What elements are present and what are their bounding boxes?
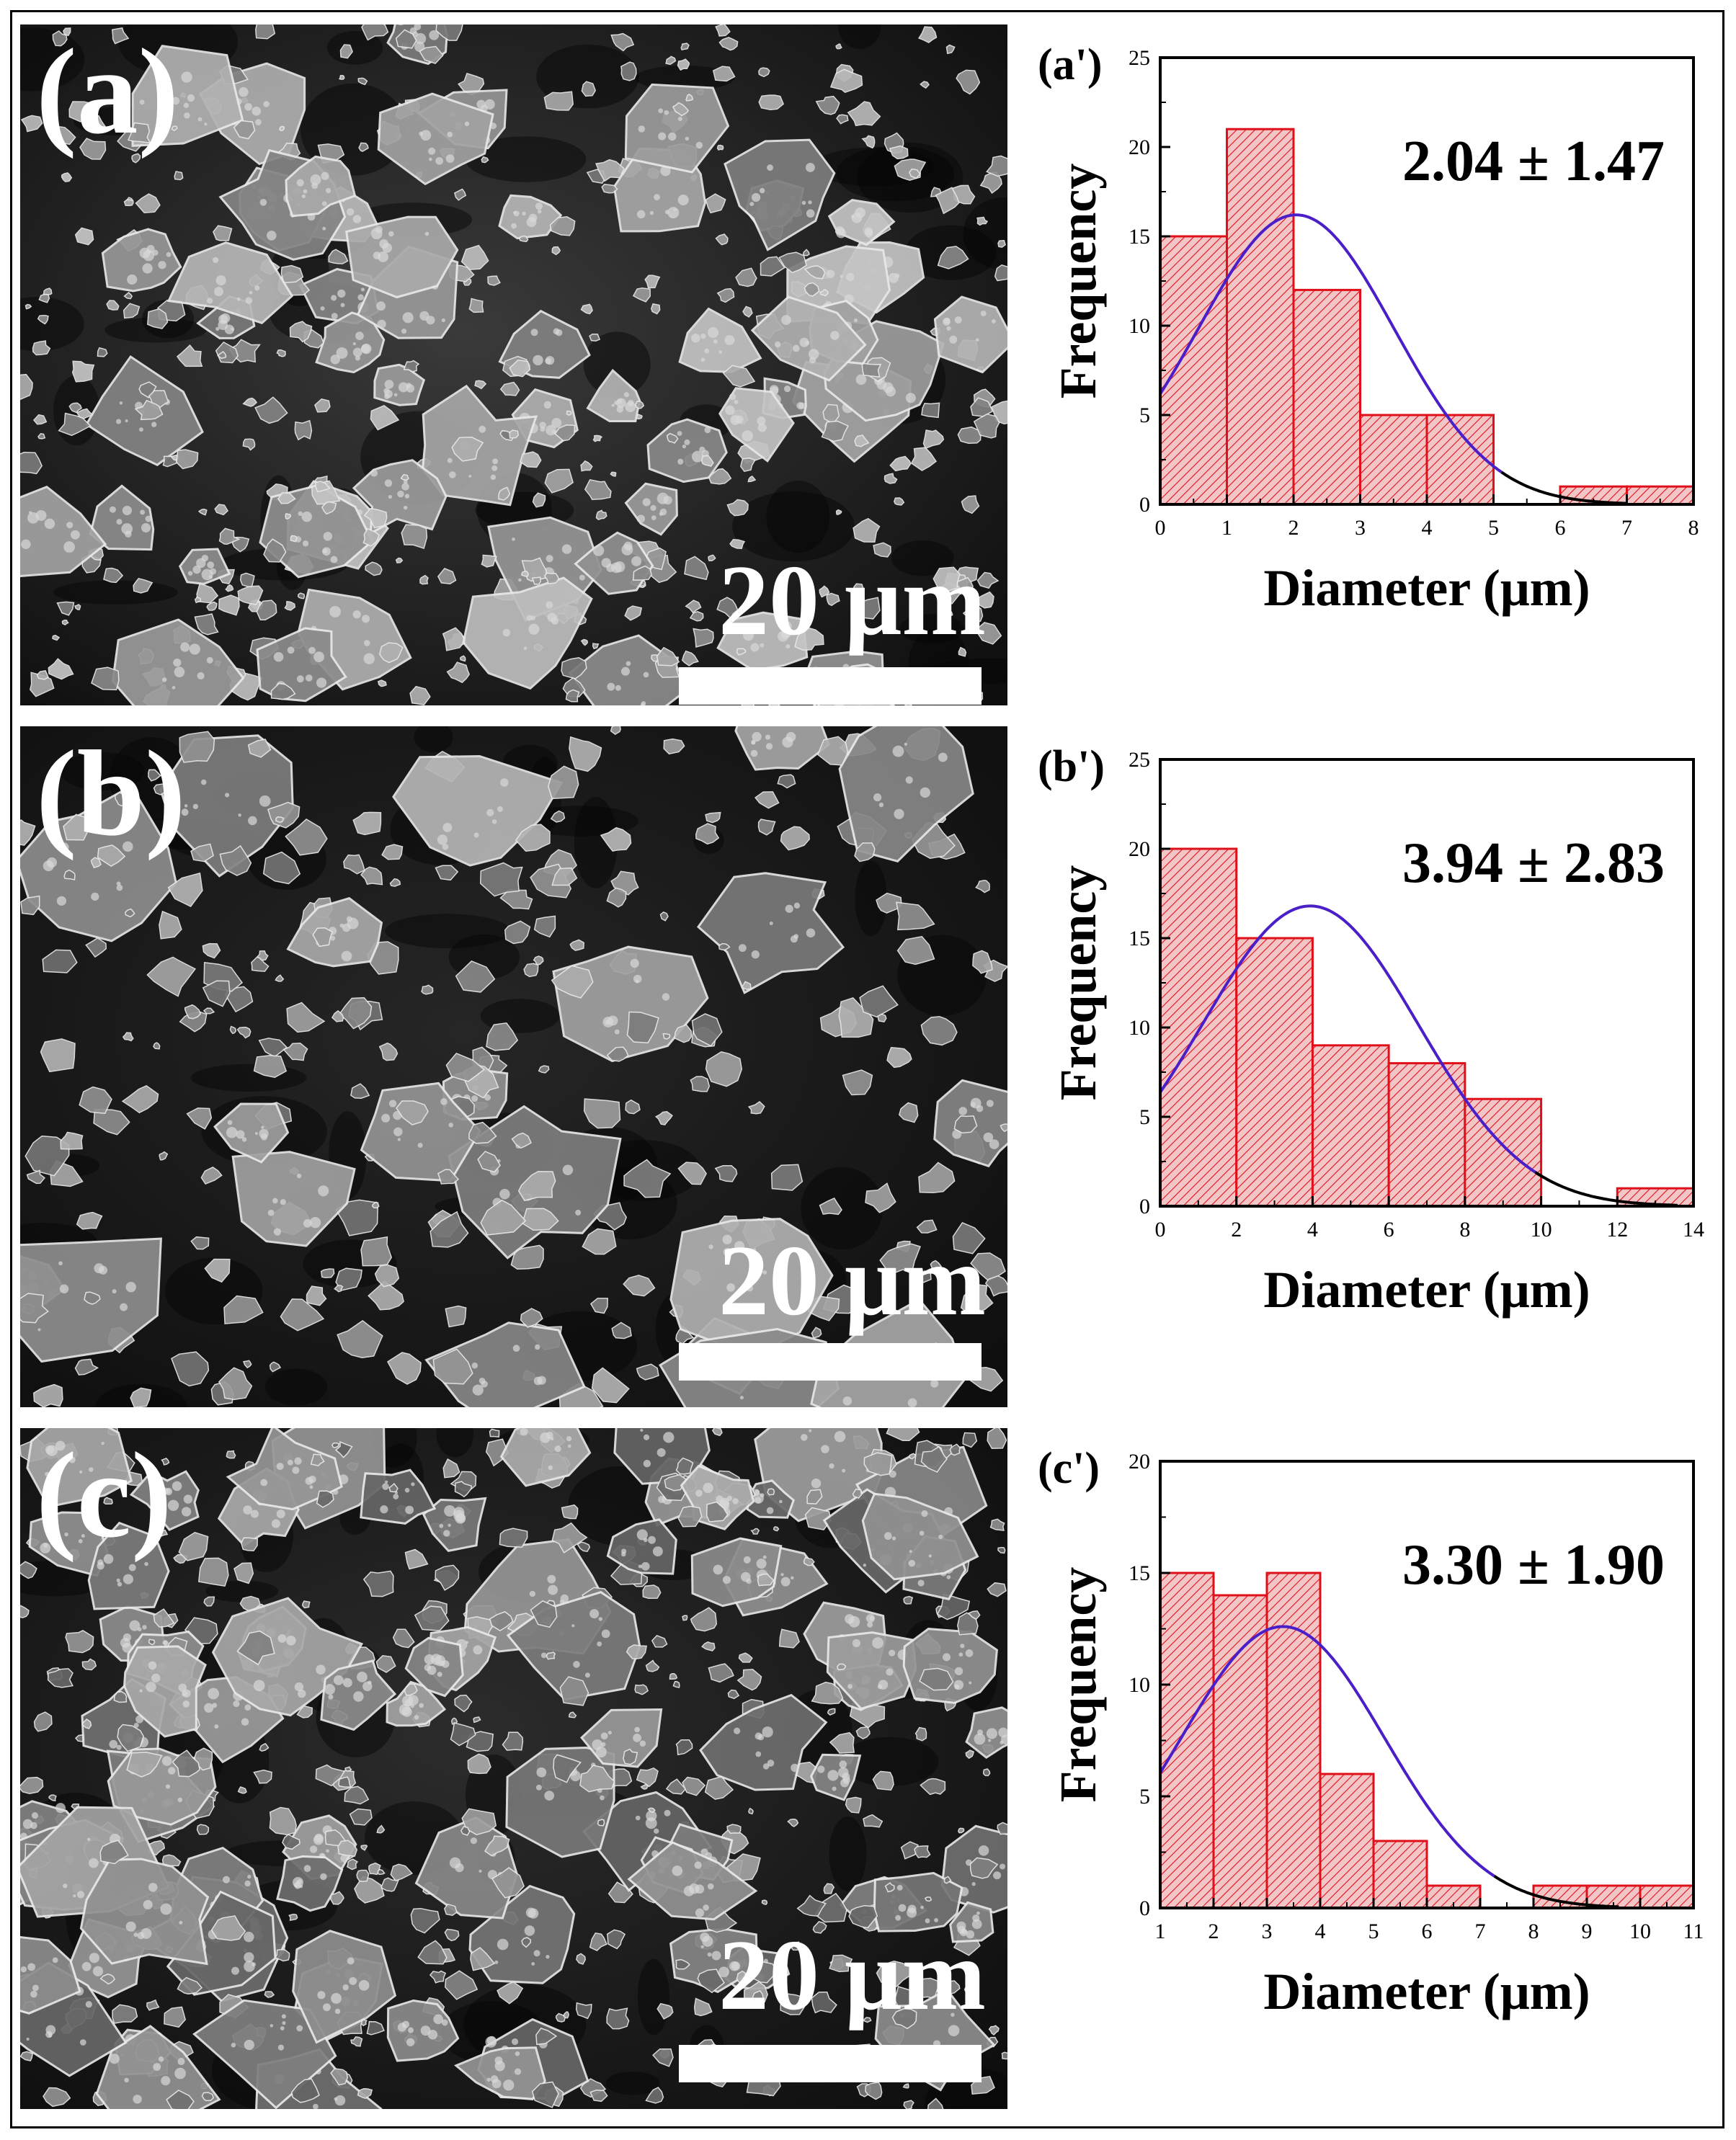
histogram-svg-a: 0 1 2 3 4 5 6 7 8 0 5 10 15 20 25 (a') 2.04 ± 1.47 Freque… [1038, 40, 1699, 617]
histogram-bar [1159, 1571, 1215, 1909]
y-tick-label: 20 [1129, 837, 1150, 861]
y-tick-label: 20 [1129, 1450, 1150, 1474]
y-tick-label: 15 [1129, 225, 1150, 249]
x-tick-label: 1 [1155, 1920, 1166, 1943]
x-tick-label: 6 [1555, 516, 1566, 540]
x-tick-label: 9 [1582, 1920, 1593, 1943]
x-tick-label: 3 [1262, 1920, 1273, 1943]
sem-texture [20, 1428, 1007, 2109]
histogram-bar [1212, 1594, 1268, 1909]
mean-sd-annotation: 3.94 ± 2.83 [1402, 832, 1665, 895]
x-axis-label: Diameter (μm) [1263, 559, 1590, 617]
y-tick-label: 0 [1139, 1896, 1150, 1920]
histogram-bar [1372, 1840, 1428, 1909]
x-tick-label: 6 [1422, 1920, 1433, 1943]
histogram-bar [1235, 937, 1314, 1208]
x-tick-label: 5 [1368, 1920, 1379, 1943]
histogram-svg-c: 1 2 3 4 5 6 7 8 9 10 11 0 5 10 15 20 (c') 3.30 ± 1.90 Freq… [1038, 1444, 1704, 2020]
mean-sd-annotation: 3.30 ± 1.90 [1402, 1533, 1665, 1597]
x-tick-label: 1 [1221, 516, 1232, 540]
x-tick-label: 8 [1528, 1920, 1539, 1943]
scale-bar-a [679, 667, 981, 705]
chart-panel-label: (b') [1038, 742, 1105, 791]
histogram-bar [1425, 414, 1495, 506]
histogram-bar [1319, 1773, 1375, 1909]
panel-label-a: (a) [36, 24, 179, 159]
x-axis-label: Diameter (μm) [1263, 1963, 1590, 2020]
x-tick-label: 5 [1488, 516, 1499, 540]
x-tick-label: 0 [1155, 1218, 1166, 1241]
y-axis-label: Frequency [1049, 865, 1107, 1101]
sem-texture [20, 726, 1007, 1407]
x-tick-label: 2 [1288, 516, 1299, 540]
x-tick-label: 2 [1208, 1920, 1219, 1943]
sem-texture [20, 24, 1007, 705]
normal-fit-curve [1159, 904, 1536, 1174]
y-tick-label: 10 [1129, 1016, 1150, 1040]
y-tick-label: 0 [1139, 1195, 1150, 1218]
x-tick-label: 0 [1155, 516, 1166, 540]
histogram-bar [1265, 1571, 1322, 1909]
histogram-bar [1226, 128, 1295, 506]
x-tick-label: 11 [1683, 1920, 1704, 1943]
x-tick-label: 10 [1531, 1218, 1552, 1241]
histogram-bar [1387, 1062, 1466, 1208]
sem-image-a: (a) 20 μm [20, 24, 1007, 705]
x-tick-label: 4 [1422, 516, 1433, 540]
y-tick-label: 20 [1129, 135, 1150, 159]
y-tick-label: 10 [1129, 1673, 1150, 1697]
normal-fit-curve-tail [1493, 1875, 1619, 1909]
histogram-bar [1425, 1884, 1482, 1909]
panel-label-c: (c) [36, 1428, 172, 1563]
y-tick-label: 15 [1129, 927, 1150, 950]
x-tick-label: 6 [1384, 1218, 1394, 1241]
sem-image-c: (c) 20 μm [20, 1428, 1007, 2109]
histogram-c: 1 2 3 4 5 6 7 8 9 10 11 0 5 10 15 20 (c') 3.30 ± 1.90 Freq… [1016, 1432, 1722, 2110]
x-tick-label: 4 [1307, 1218, 1318, 1241]
normal-fit-curve [1159, 213, 1503, 473]
x-tick-label: 7 [1475, 1920, 1486, 1943]
normal-fit-curve-tail [1534, 1171, 1678, 1207]
y-tick-label: 15 [1129, 1561, 1150, 1585]
scale-bar-label-a: 20 μm [718, 545, 986, 656]
y-tick-label: 10 [1129, 314, 1150, 338]
y-tick-label: 5 [1139, 404, 1150, 427]
histogram-bar [1159, 847, 1238, 1208]
histogram-svg-b: 0 2 4 6 8 10 12 14 0 5 10 15 20 25 (b') 3.94 ± 2.83 Freq… [1038, 742, 1704, 1319]
y-tick-label: 25 [1129, 46, 1150, 70]
chart-panel-label: (c') [1038, 1444, 1100, 1493]
panel-label-b: (b) [36, 726, 186, 861]
x-tick-label: 10 [1629, 1920, 1651, 1943]
scale-bar-c [679, 2045, 981, 2082]
x-tick-label: 2 [1231, 1218, 1242, 1241]
y-tick-label: 5 [1139, 1785, 1150, 1809]
x-tick-label: 12 [1606, 1218, 1628, 1241]
x-tick-label: 4 [1315, 1920, 1326, 1943]
mean-sd-annotation: 2.04 ± 1.47 [1402, 130, 1665, 193]
x-tick-label: 3 [1355, 516, 1366, 540]
normal-fit-curve [1159, 1625, 1495, 1878]
y-axis-label: Frequency [1049, 1567, 1107, 1803]
y-tick-label: 5 [1139, 1105, 1150, 1129]
y-tick-label: 25 [1129, 748, 1150, 772]
x-tick-label: 14 [1683, 1218, 1704, 1241]
histogram-b: 0 2 4 6 8 10 12 14 0 5 10 15 20 25 (b') 3.94 ± 2.83 Freq… [1016, 731, 1722, 1408]
x-tick-label: 8 [1459, 1218, 1470, 1241]
x-tick-label: 7 [1621, 516, 1632, 540]
x-tick-label: 8 [1688, 516, 1699, 540]
x-axis-label: Diameter (μm) [1263, 1261, 1590, 1319]
histogram-bar [1292, 288, 1361, 506]
sem-image-b: (b) 20 μm [20, 726, 1007, 1407]
histogram-bar [1311, 1044, 1390, 1208]
scale-bar-label-c: 20 μm [718, 1920, 986, 2031]
normal-fit-curve-tail [1500, 471, 1628, 505]
y-tick-label: 0 [1139, 493, 1150, 517]
histogram-bar [1159, 235, 1228, 506]
y-axis-label: Frequency [1049, 164, 1107, 399]
histogram-bar [1359, 414, 1428, 506]
histogram-a: 0 1 2 3 4 5 6 7 8 0 5 10 15 20 25 (a') 2.04 ± 1.47 Freque… [1016, 29, 1722, 706]
chart-panel-label: (a') [1038, 40, 1103, 89]
scale-bar-label-b: 20 μm [718, 1225, 986, 1337]
scale-bar-b [679, 1343, 981, 1381]
